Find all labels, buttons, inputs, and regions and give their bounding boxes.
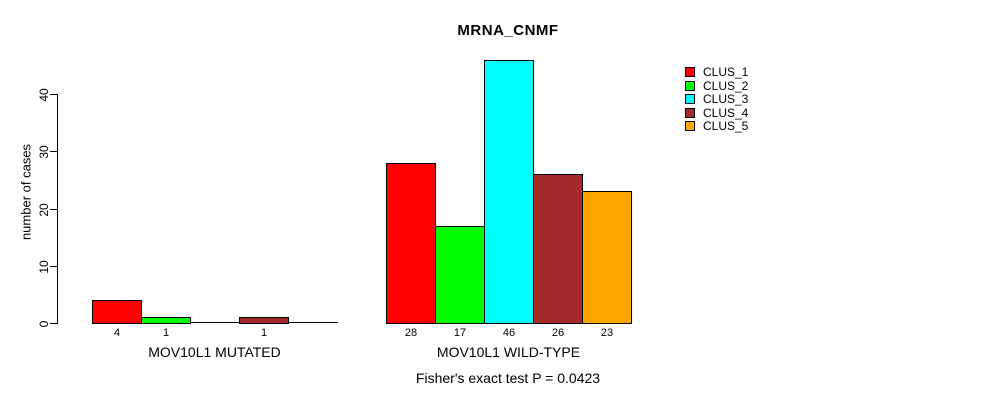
bar-clus_1 (92, 300, 142, 324)
bar-clus_4 (239, 317, 289, 324)
legend-swatch-clus_1 (685, 67, 695, 77)
bar-value-label: 1 (162, 327, 170, 339)
y-axis-tick (50, 151, 57, 152)
legend-label: CLUS_5 (703, 119, 749, 133)
bar-value-label: 26 (551, 327, 565, 339)
legend-label: CLUS_4 (703, 106, 749, 120)
bar-clus_2 (435, 226, 485, 324)
group-label: MOV10L1 WILD-TYPE (436, 344, 581, 360)
legend-swatch-clus_2 (685, 81, 695, 91)
y-axis-tick (50, 209, 57, 210)
bar-clus_2 (141, 317, 191, 324)
bar-zero-clus_3 (190, 322, 240, 323)
y-axis-tick-label: 10 (37, 260, 51, 274)
y-axis-tick-label: 30 (37, 145, 51, 159)
legend-label: CLUS_1 (703, 65, 749, 79)
bar-clus_4 (533, 174, 583, 324)
annotation-text: Fisher's exact test P = 0.0423 (415, 370, 601, 386)
legend-label: CLUS_3 (703, 92, 749, 106)
y-axis-label: number of cases (18, 143, 34, 241)
legend-label: CLUS_2 (703, 79, 749, 93)
legend-swatch-clus_4 (685, 108, 695, 118)
bar-value-label: 28 (404, 327, 418, 339)
y-axis-tick-label: 20 (37, 203, 51, 217)
bar-clus_5 (582, 191, 632, 324)
y-axis-tick-label: 40 (37, 88, 51, 102)
chart-title: MRNA_CNMF (457, 22, 559, 39)
y-axis-tick (50, 266, 57, 267)
bar-value-label: 17 (453, 327, 467, 339)
bar-value-label: 23 (600, 327, 614, 339)
y-axis-tick (50, 94, 57, 95)
bar-value-label: 46 (502, 327, 516, 339)
bar-value-label: 4 (113, 327, 121, 339)
y-axis-tick (50, 323, 57, 324)
legend-swatch-clus_3 (685, 94, 695, 104)
bar-clus_3 (484, 60, 534, 324)
bar-zero-clus_5 (288, 322, 338, 323)
group-label: MOV10L1 MUTATED (148, 344, 281, 360)
bar-clus_1 (386, 163, 436, 324)
y-axis-line (57, 94, 58, 324)
legend-swatch-clus_5 (685, 121, 695, 131)
bar-value-label: 1 (260, 327, 268, 339)
y-axis-tick-label: 0 (37, 320, 51, 328)
